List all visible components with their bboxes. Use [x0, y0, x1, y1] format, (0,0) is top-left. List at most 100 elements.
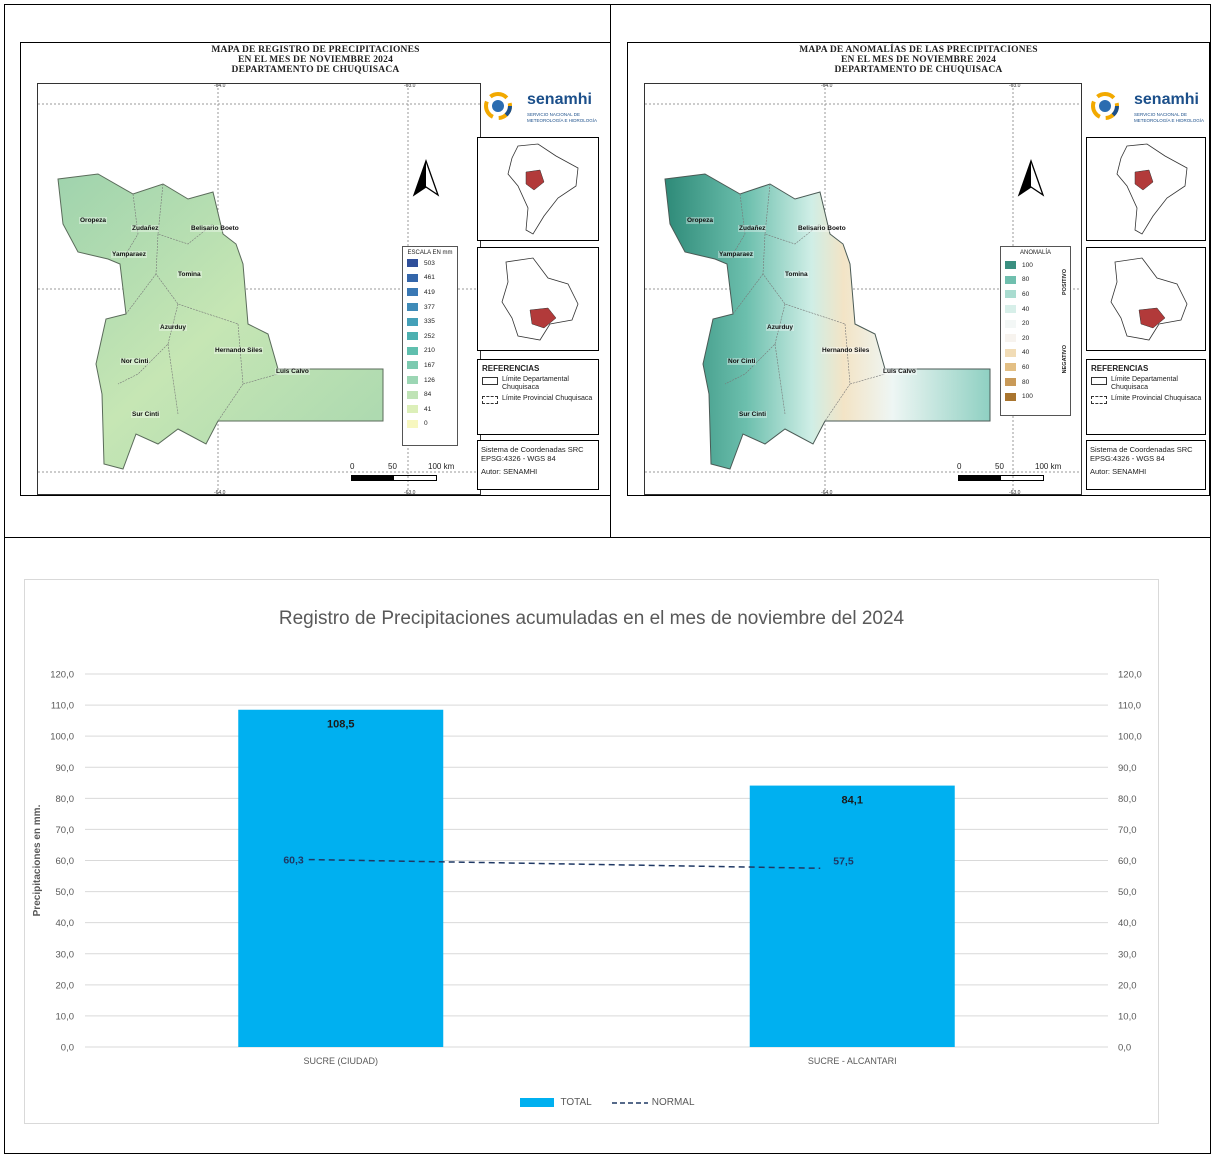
map-canvas: Oropeza Zudañez Belisario Boeto Yamparae… [37, 83, 481, 495]
legend-swatch [1005, 378, 1016, 387]
legend-row: 80 [1001, 375, 1070, 390]
coords-line: EPSG:4326 - WGS 84 [1090, 454, 1165, 463]
legend-swatch [407, 317, 418, 326]
legend-label-total: TOTAL [560, 1097, 592, 1108]
legend-swatch [407, 376, 418, 385]
senamhi-logo-icon [484, 92, 512, 120]
province-label: Yamparaez [718, 251, 754, 258]
logo-subtitle: SERVICIO NACIONAL DE [1134, 112, 1188, 117]
legend-row: 60 [1001, 287, 1070, 302]
legend-swatch [407, 259, 418, 268]
legend-row: 40 [1001, 346, 1070, 361]
legend-swatch-total [520, 1098, 555, 1107]
legend-row: 335 [403, 314, 457, 329]
grid-label: -63.0 [404, 83, 416, 89]
legend-title: ESCALA EN mm [407, 250, 453, 256]
references-box: REFERENCIAS Límite Departamental Chuquis… [477, 359, 599, 435]
legend-row: 60 [1001, 360, 1070, 375]
legend-swatch [1005, 261, 1016, 270]
legend-swatch [1005, 275, 1016, 284]
legend-swatch [407, 390, 418, 399]
province-label: Luis Calvo [275, 368, 310, 375]
grid-label: -64.0 [821, 490, 833, 496]
positive-label: POSITIVO [1062, 269, 1068, 295]
province-label: Luis Calvo [882, 368, 917, 375]
map-title-line: EN EL MES DE NOVIEMBRE 2024 [840, 55, 997, 65]
legend-value: 377 [424, 303, 435, 311]
legend-row: 20 [1001, 316, 1070, 331]
north-arrow-icon [412, 159, 440, 197]
province-label: Tomina [784, 271, 809, 278]
legend-value: 60 [1022, 363, 1030, 371]
legend-swatch [1005, 290, 1016, 299]
legend-value: 40 [1022, 305, 1030, 313]
legend-swatch [1005, 334, 1016, 343]
legend-swatch-normal [611, 1101, 648, 1104]
legend-value: 461 [424, 274, 435, 282]
province-label: Belisario Boeto [190, 225, 240, 232]
reference-label: Límite Provincial Chuquisaca [1111, 395, 1202, 402]
legend-row: 377 [403, 300, 457, 315]
legend-value: 100 [1022, 261, 1033, 269]
map-svg [38, 84, 480, 494]
reference-item: Límite Provincial Chuquisaca [482, 395, 598, 404]
chuquisaca-region [57, 173, 384, 470]
legend-row: 461 [403, 271, 457, 286]
province-label: Nor Cinti [120, 358, 150, 365]
legend-swatch [407, 273, 418, 282]
province-label: Tomina [177, 271, 202, 278]
chart-title: Registro de Precipitaciones acumuladas e… [278, 608, 905, 629]
legend-value: 40 [1022, 349, 1030, 357]
map-title: MAPA DE REGISTRO DE PRECIPITACIONES EN E… [21, 45, 610, 75]
table-frame [4, 4, 1211, 1154]
anomaly-map: MAPA DE ANOMALÍAS DE LAS PRECIPITACIONES… [627, 42, 1210, 496]
province-label: Azurduy [766, 324, 794, 331]
map-title-line: MAPA DE REGISTRO DE PRECIPITACIONES [211, 45, 420, 55]
coords-line: Sistema de Coordenadas SRC [1090, 445, 1193, 454]
province-label: Yamparaez [111, 251, 147, 258]
logo-subtitle: SERVICIO NACIONAL DE [527, 112, 581, 117]
grid-label: -63.0 [404, 490, 416, 496]
chart-legend: TOTAL NORMAL [0, 1097, 1215, 1108]
province-label: Oropeza [686, 217, 715, 224]
legend-swatch [1005, 348, 1016, 357]
logo-subtitle: METEOROLOGÍA E HIDROLOGÍA [1134, 118, 1205, 123]
map-svg [645, 84, 1081, 494]
table-divider-horizontal [4, 537, 1211, 538]
legend-value: 419 [424, 288, 435, 296]
legend-value: 335 [424, 318, 435, 326]
province-label: Oropeza [79, 217, 108, 224]
references-title: REFERENCIAS [1091, 364, 1149, 373]
legend-row: 419 [403, 285, 457, 300]
reference-item: Límite Provincial Chuquisaca [1091, 395, 1205, 404]
legend-value: 503 [424, 259, 435, 267]
legend-swatch [1005, 392, 1016, 401]
legend-value: 60 [1022, 290, 1030, 298]
legend-value: 84 [424, 391, 432, 399]
legend-row: 126 [403, 373, 457, 388]
coords-author: Autor: SENAMHI [1090, 467, 1147, 476]
legend-swatch [407, 361, 418, 370]
legend-swatch [407, 303, 418, 312]
reference-item: Límite Departamental Chuquisaca [482, 376, 598, 392]
legend-row: 210 [403, 344, 457, 359]
province-label: Sur Cinti [738, 411, 768, 418]
legend-swatch [407, 419, 418, 428]
legend-row: 167 [403, 358, 457, 373]
logo-name: senamhi [527, 91, 592, 108]
reference-label: Límite Departamental Chuquisaca [502, 376, 569, 391]
references-box: REFERENCIAS Límite Departamental Chuquis… [1086, 359, 1206, 435]
map-canvas: Oropeza Zudañez Belisario Boeto Yamparae… [644, 83, 1082, 495]
legend-value: 100 [1022, 393, 1033, 401]
chart-container: Registro de Precipitaciones acumuladas e… [24, 579, 1159, 1124]
legend-title: ANOMALÍA [1019, 250, 1051, 256]
coordinates-box: Sistema de Coordenadas SRC EPSG:4326 - W… [477, 440, 599, 490]
legend-item-normal: NORMAL [611, 1097, 695, 1108]
legend-value: 20 [1022, 320, 1030, 328]
province-label: Zudañez [131, 225, 160, 232]
locator-bolivia [1086, 247, 1206, 351]
legend-value: 210 [424, 347, 435, 355]
province-label: Hernando Siles [214, 347, 264, 354]
legend-item-total: TOTAL [520, 1097, 592, 1108]
grid-label: -64.0 [214, 490, 226, 496]
